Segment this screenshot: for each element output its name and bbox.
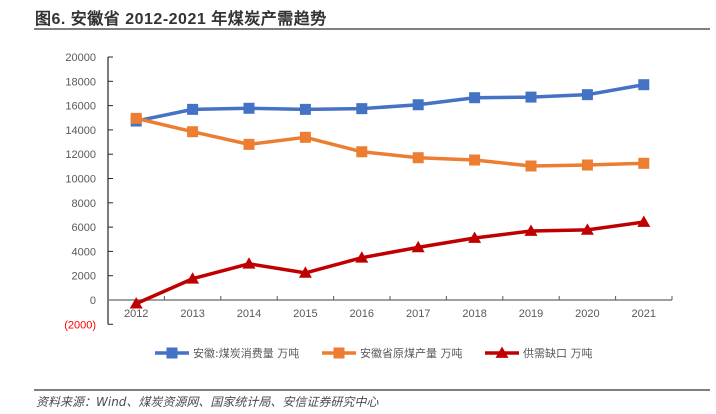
data-point [129,297,143,309]
y-tick-label: 12000 [65,149,96,161]
series-lines [135,82,645,306]
y-tick-labels: (2000) 0 2000 4000 6000 8000 10000 12000 14000 16… [64,52,96,331]
y-tick-label: 16000 [65,101,96,113]
figure-title: 图6. 安徽省 2012-2021 年煤炭产需趋势 [35,11,327,28]
legend-swatch-marker [166,347,178,359]
title-divider [34,28,710,30]
data-point [525,91,537,103]
y-tick-label: 8000 [72,198,96,210]
legend-swatch-marker [495,346,509,358]
data-point [298,266,312,278]
y-tick-label: 14000 [65,125,96,137]
x-tick-label: 2018 [462,308,486,320]
x-tick-label: 2014 [237,308,261,320]
data-point [412,152,424,164]
y-tick-label: 6000 [72,222,96,234]
series-line [135,82,645,123]
data-point [524,224,538,236]
data-point [130,112,142,124]
chart-axes [107,56,673,325]
data-point [581,89,593,101]
y-tick-label: 18000 [65,76,96,88]
data-point [580,223,594,235]
data-point [525,160,537,172]
x-tick-label: 2015 [293,308,317,320]
x-tick-label: 2012 [124,308,148,320]
y-tick-label: 20000 [65,52,96,64]
data-point [186,272,200,284]
y-tick-label: 4000 [72,246,96,258]
data-point [468,231,482,243]
legend-label: 安徽:煤炭消费量 万吨 [193,346,299,360]
x-tick-label: 2019 [519,308,543,320]
legend-label: 供需缺口 万吨 [523,346,593,360]
data-point [187,126,199,138]
data-point [187,103,199,115]
source-note: 资料来源：Wind、煤炭资源网、国家统计局、安信证券研究中心 [36,395,379,409]
legend-label: 安徽省原煤产量 万吨 [360,346,463,360]
series-line [135,220,645,306]
legend-swatch-marker [333,347,345,359]
data-point [243,102,255,114]
data-point [412,99,424,111]
data-point [469,92,481,104]
x-tick-label: 2016 [350,308,374,320]
data-point [411,240,425,253]
y-tick-label: 2000 [72,271,96,283]
data-point [242,257,256,269]
chart-legend: 安徽:煤炭消费量 万吨 安徽省原煤产量 万吨 供需缺口 万吨 [155,346,593,360]
footer-divider [34,389,710,391]
data-point [581,159,593,171]
x-tick-label: 2013 [180,308,204,320]
data-point [638,79,650,91]
data-point [299,131,311,143]
series-markers [129,79,651,309]
data-point [299,103,311,115]
data-point [356,146,368,158]
data-point [243,138,255,150]
x-tick-labels: 2012 2013 2014 2015 2016 2017 2018 2019 2020 2021 [124,308,656,320]
data-point [637,215,651,227]
x-tick-label: 2020 [575,308,599,320]
x-tick-label: 2017 [406,308,430,320]
y-tick-label: (2000) [64,319,96,331]
data-point [356,103,368,115]
data-point [638,157,650,169]
y-tick-label: 10000 [65,174,96,186]
x-tick-label: 2021 [632,308,656,320]
data-point [469,154,481,166]
series-line [135,116,644,168]
data-point [355,251,369,263]
y-tick-label: 0 [90,295,96,307]
